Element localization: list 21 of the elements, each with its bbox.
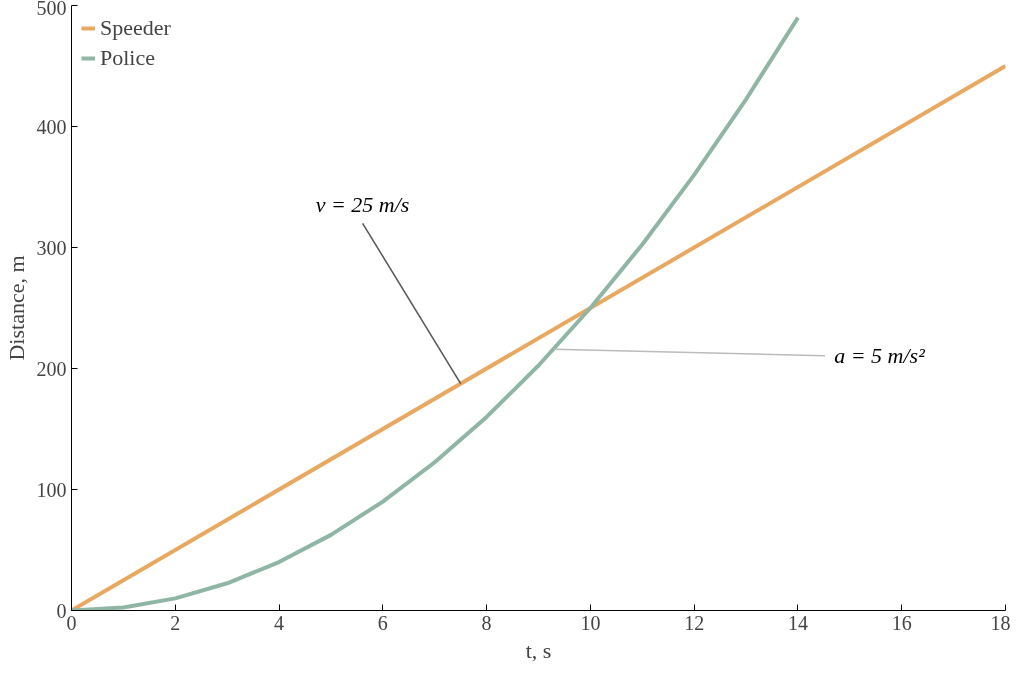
y-tick-label: 100 — [36, 478, 67, 501]
x-tick-label: 14 — [787, 611, 808, 634]
x-tick-label: 8 — [481, 611, 492, 634]
x-tick-label: 10 — [580, 611, 601, 634]
annotation: v = 25 m/s — [315, 192, 410, 218]
x-tick-label: 6 — [377, 611, 388, 634]
x-tick-label: 4 — [274, 611, 285, 634]
x-tick-label: 12 — [684, 611, 705, 634]
legend-label: Speeder — [100, 15, 171, 41]
x-tick-label: 2 — [170, 611, 181, 634]
line-series — [71, 15, 800, 611]
legend-label: Police — [100, 45, 155, 71]
y-tick-label: 400 — [36, 115, 67, 138]
y-tick-label: 300 — [36, 236, 67, 259]
x-tick-label: 18 — [990, 611, 1011, 634]
x-tick-label: 16 — [891, 611, 912, 634]
x-axis-title: t, s — [525, 637, 552, 663]
y-tick-label: 500 — [36, 0, 67, 19]
y-tick-label: 200 — [36, 357, 67, 380]
annotation: a = 5 m/s² — [834, 343, 926, 369]
y-axis-title: Distance, m — [3, 255, 29, 361]
